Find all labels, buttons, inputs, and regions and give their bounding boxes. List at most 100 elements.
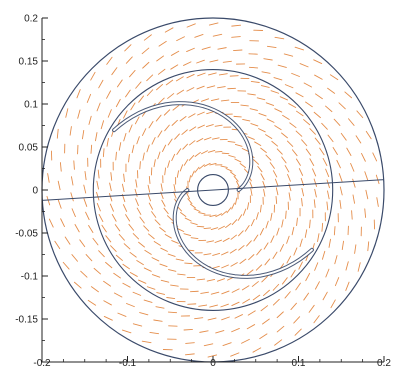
- vector-arrow: [333, 118, 341, 126]
- vector-arrow: [98, 214, 104, 223]
- vector-arrow: [153, 240, 161, 246]
- vector-arrow: [339, 186, 343, 196]
- vector-arrow: [274, 125, 282, 131]
- vector-arrow: [86, 93, 92, 103]
- vector-arrow: [96, 191, 100, 201]
- vector-arrow: [126, 303, 135, 308]
- vector-arrow: [106, 137, 109, 147]
- vector-arrow: [111, 67, 118, 76]
- vector-arrow: [340, 132, 347, 141]
- vector-arrow: [190, 222, 198, 225]
- vector-arrow: [288, 103, 297, 108]
- vector-arrow: [221, 290, 230, 295]
- vector-arrow: [110, 172, 113, 181]
- vector-arrow: [276, 227, 280, 236]
- vector-arrow: [96, 102, 101, 112]
- vector-arrow: [274, 36, 285, 40]
- vector-arrow: [294, 46, 305, 51]
- vector-arrow: [143, 267, 152, 272]
- vector-arrow: [266, 45, 277, 49]
- vector-arrow: [246, 324, 256, 330]
- vector-arrow: [220, 303, 229, 308]
- vector-arrow: [290, 269, 296, 278]
- vector-arrow: [121, 329, 132, 334]
- vector-arrow: [96, 180, 99, 190]
- vector-arrow: [352, 178, 356, 188]
- vector-arrow: [90, 286, 99, 293]
- vector-arrow: [281, 132, 288, 139]
- vector-arrow: [352, 194, 355, 204]
- vector-arrow: [231, 327, 240, 333]
- vector-arrow: [134, 116, 140, 125]
- vector-arrow: [123, 110, 128, 119]
- vector-arrow: [235, 197, 238, 205]
- vector-arrow: [167, 93, 175, 99]
- vector-arrow: [170, 64, 179, 70]
- vector-arrow: [262, 318, 270, 325]
- vector-arrow: [229, 248, 237, 254]
- vector-arrow: [144, 249, 152, 255]
- vector-arrow: [123, 132, 127, 142]
- x-tick-label: 0.1: [292, 358, 306, 367]
- vector-arrow: [57, 180, 61, 191]
- vector-arrow: [248, 254, 255, 261]
- vector-arrow: [160, 247, 168, 252]
- vector-arrow: [295, 130, 303, 137]
- vector-arrow: [125, 56, 133, 64]
- vector-arrow: [46, 195, 51, 206]
- vector-arrow: [143, 299, 153, 303]
- vector-arrow: [103, 280, 111, 287]
- vector-arrow: [129, 251, 137, 258]
- vector-arrow: [87, 299, 97, 306]
- vector-arrow: [159, 227, 166, 233]
- vector-arrow: [250, 218, 255, 227]
- vector-arrow: [227, 140, 236, 143]
- vector-arrow: [60, 218, 65, 228]
- vector-arrow: [114, 224, 121, 232]
- vector-arrow: [230, 234, 237, 240]
- vector-arrow: [167, 138, 173, 146]
- vector-arrow: [255, 212, 259, 220]
- vector-arrow: [115, 98, 121, 108]
- vector-arrow: [186, 23, 196, 28]
- vector-arrow: [303, 292, 310, 301]
- middle-boundary-circle: [92, 69, 334, 311]
- vector-arrow: [327, 134, 334, 143]
- vector-arrow: [242, 208, 247, 216]
- vector-arrow: [70, 192, 74, 202]
- vector-arrow: [272, 298, 280, 306]
- vector-arrow: [107, 109, 112, 118]
- vector-arrow: [59, 162, 62, 172]
- vector-arrow: [54, 240, 61, 250]
- vector-arrow: [175, 258, 184, 261]
- vector-arrow: [314, 262, 319, 271]
- vector-arrow: [206, 278, 216, 282]
- vector-arrow: [196, 138, 204, 143]
- vector-arrow: [217, 86, 226, 89]
- vector-arrow: [322, 291, 328, 301]
- vector-arrow: [322, 157, 328, 166]
- vector-arrow: [294, 328, 302, 336]
- vector-arrow: [206, 124, 214, 128]
- vector-arrow: [233, 49, 243, 52]
- vector-arrow: [148, 202, 154, 210]
- vector-arrow: [287, 174, 291, 182]
- vector-arrow: [325, 105, 333, 113]
- vector-arrow: [118, 233, 125, 241]
- vector-arrow: [189, 203, 196, 209]
- vector-arrow: [167, 311, 178, 314]
- vector-arrow: [123, 243, 131, 250]
- vector-arrow: [309, 128, 316, 135]
- vector-arrow: [313, 199, 316, 208]
- vector-arrow: [77, 109, 81, 119]
- vector-arrow: [171, 240, 179, 244]
- vector-arrow: [271, 140, 278, 147]
- vector-arrow: [123, 173, 125, 183]
- vector-arrow: [69, 126, 72, 136]
- vector-arrow: [249, 108, 258, 111]
- vector-arrow: [296, 110, 304, 117]
- vector-arrow: [304, 229, 308, 238]
- vector-arrow: [103, 315, 113, 321]
- vector-arrow: [215, 213, 223, 218]
- vector-arrow: [279, 96, 288, 101]
